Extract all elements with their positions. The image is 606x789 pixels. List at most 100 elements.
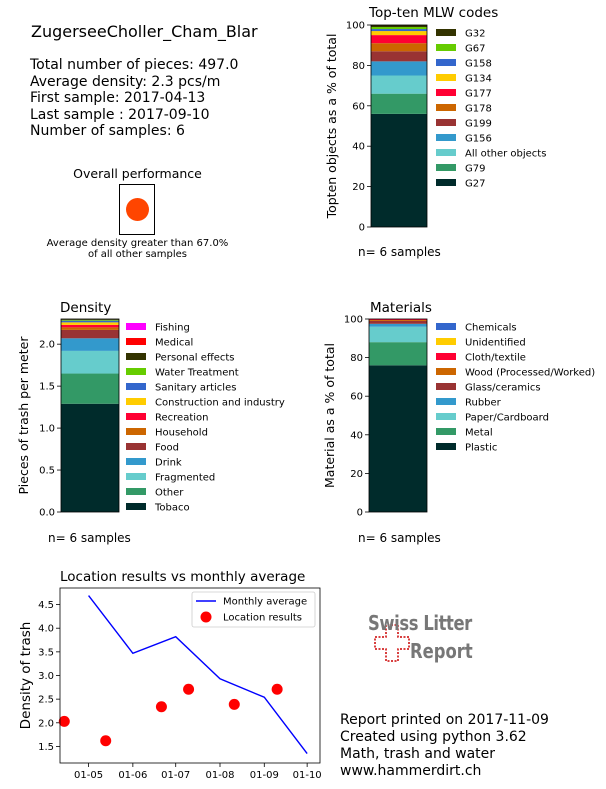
materials-bar-cloth-textile [369,319,427,320]
location-title: ZugerseeCholler_Cham_Blar [31,22,258,41]
density-legend-label-fragmented: Fragmented [155,473,215,484]
materials-legend-label-cloth-textile: Cloth/textile [465,353,526,364]
topten-legend-label-g27: G27 [465,179,485,190]
footer-tagline: Math, trash and water [340,746,496,762]
location-ytick-label: 4.0 [38,624,54,635]
location-xtick-label: 01-05 [74,770,103,781]
density-legend-label-water-treatment: Water Treatment [155,368,239,379]
topten-legend-label-g134: G134 [465,74,492,85]
topten-legend-label-g156: G156 [465,134,492,145]
density-legend-label-food: Food [155,443,179,454]
topten-legend-swatch-g156 [436,134,456,141]
topten-bar-g177 [371,35,427,44]
footer-website[interactable]: www.hammerdirt.ch [340,763,481,780]
density-sample-count: n= 6 samples [48,531,131,545]
materials-legend-label-rubber: Rubber [465,398,502,409]
swiss-litter-report-logo: Swiss Litter Report [365,611,475,682]
materials-legend-swatch-wood-processed-worked [436,368,456,375]
density-bar-other [61,373,119,404]
density-ylabel: Pieces of trash per meter [16,336,31,495]
legend-monthly-average-label: Monthly average [223,597,307,608]
topten-ytick-label: 0 [359,223,365,234]
stat-last-sample: Last sample : 2017-09-10 [30,106,210,123]
topten-bar-g79 [371,93,427,114]
topten-bar-all-other-objects [371,75,427,94]
swiss-cross-icon [374,624,410,662]
location-xtick-label: 01-08 [205,770,234,781]
density-axes-frame [60,318,120,513]
materials-legend-label-wood-processed-worked: Wood (Processed/Worked) [465,368,595,379]
topten-legend-swatch-g67 [436,44,456,51]
location-ytick-label: 1.5 [38,742,54,753]
materials-bar-glass-ceramics [369,320,427,324]
topten-legend-label-g199: G199 [465,119,492,130]
location-result-point [271,683,283,695]
density-legend-label-other: Other [155,488,184,499]
materials-bar-rubber [369,323,427,327]
topten-bar-g199 [371,51,427,62]
topten-bar-g32 [371,25,427,28]
density-bar-tobaco [61,403,119,512]
topten-legend-swatch-g199 [436,119,456,126]
location-ytick-label: 4.5 [38,600,54,611]
topten-chart-title: Top-ten MLW codes [369,5,499,21]
materials-ytick-label: 60 [350,392,363,403]
density-legend-swatch-drink [126,458,146,465]
legend-location-results-marker [200,611,212,623]
legend-location-results-label: Location results [223,613,302,624]
density-legend-label-household: Household [155,428,208,439]
density-chart-title: Density [60,300,112,316]
stat-average-density: Average density: 2.3 pcs/m [30,73,221,90]
logo-text-line1: Swiss Litter [368,611,472,635]
materials-legend-label-metal: Metal [465,428,493,439]
materials-legend-swatch-chemicals [436,323,456,330]
topten-axes-frame [370,24,428,228]
topten-legend-label-g67: G67 [465,44,485,55]
materials-bar-wood-processed-worked [369,319,427,321]
location-xtick-label: 01-10 [293,770,322,781]
topten-legend-swatch-g27 [436,179,456,186]
density-legend-swatch-construction-and-industry [126,398,146,405]
density-legend-swatch-sanitary-articles [126,383,146,390]
location-xtick-label: 01-09 [250,770,279,781]
materials-chart-title: Materials [370,300,432,316]
density-ytick-label: 0.0 [39,508,55,519]
topten-bar-g67 [371,27,427,30]
website-link[interactable]: www.hammerdirt.ch [340,763,482,779]
topten-ytick-label: 20 [352,182,365,193]
density-bar-food [61,329,119,339]
materials-bar-plastic [369,365,427,512]
topten-legend-swatch-g79 [436,164,456,171]
density-bar-fragmented [61,350,119,374]
materials-bar-paper-cardboard [369,326,427,343]
topten-legend-swatch-g178 [436,104,456,111]
performance-caption-line2: of all other samples [87,249,188,260]
materials-legend-swatch-rubber [436,398,456,405]
footer-print-date: Report printed on 2017-11-09 [340,712,549,728]
location-result-point [155,701,167,713]
materials-bar-metal [369,342,427,366]
materials-ytick-label: 0 [357,508,363,519]
topten-sample-count: n= 6 samples [358,245,441,259]
performance-box [119,184,155,235]
density-ytick-label: 2.0 [39,340,55,351]
materials-ytick-label: 20 [350,469,363,480]
density-bar-personal-effects [61,319,119,320]
topten-legend-label-g32: G32 [465,29,485,40]
location-legend-box [191,591,316,628]
materials-legend-swatch-glass-ceramics [436,383,456,390]
location-result-point [183,683,195,695]
materials-ytick-label: 80 [350,353,363,364]
performance-caption-line1: Average density greater than 67.0% [46,238,229,249]
footer-python-version: Created using python 3.62 [340,729,527,745]
density-bar-sanitary-articles [61,320,119,323]
density-legend-label-construction-and-industry: Construction and industry [155,398,285,409]
stat-number-samples: Number of samples: 6 [30,123,185,139]
topten-legend-label-all-other-objects: All other objects [465,149,546,160]
density-legend-swatch-household [126,428,146,435]
topten-bar-g158 [371,29,427,32]
materials-legend-label-unidentified: Unidentified [465,338,526,349]
materials-chart: Material as a % of total 0 20 40 60 80 100 Chem… [322,315,595,519]
materials-axes-frame [368,318,428,513]
density-bar-recreation [61,324,119,328]
